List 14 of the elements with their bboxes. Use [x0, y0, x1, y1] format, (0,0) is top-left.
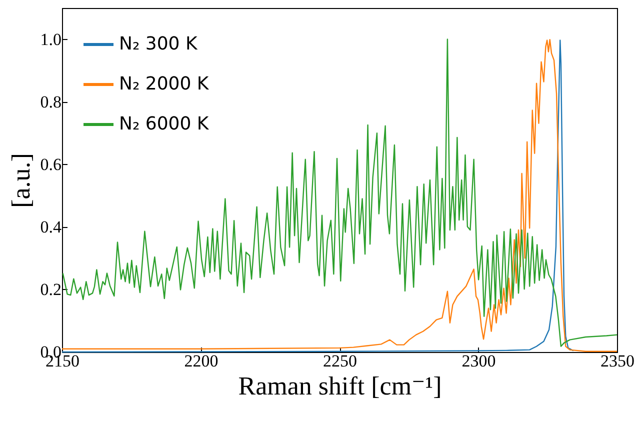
legend-label: N₂ 2000 K: [119, 74, 210, 94]
y-tick-label: 1.0: [40, 30, 62, 49]
legend-label: N₂ 300 K: [119, 34, 198, 54]
y-tick-label: 0.6: [40, 154, 62, 174]
x-axis-title: Raman shift [cm⁻¹]: [238, 372, 442, 400]
y-tick-label: 0.2: [40, 280, 62, 299]
y-tick-label: 0.4: [40, 217, 62, 236]
y-axis-title: [a.u.]: [6, 153, 36, 208]
legend-label: N₂ 6000 K: [119, 114, 210, 134]
x-tick-label: 2350: [600, 352, 634, 370]
x-tick-label: 2200: [184, 352, 218, 370]
y-tick-label: 0.8: [40, 92, 62, 112]
x-tick-label: 2300: [462, 352, 496, 370]
x-tick-label: 2250: [323, 352, 357, 370]
